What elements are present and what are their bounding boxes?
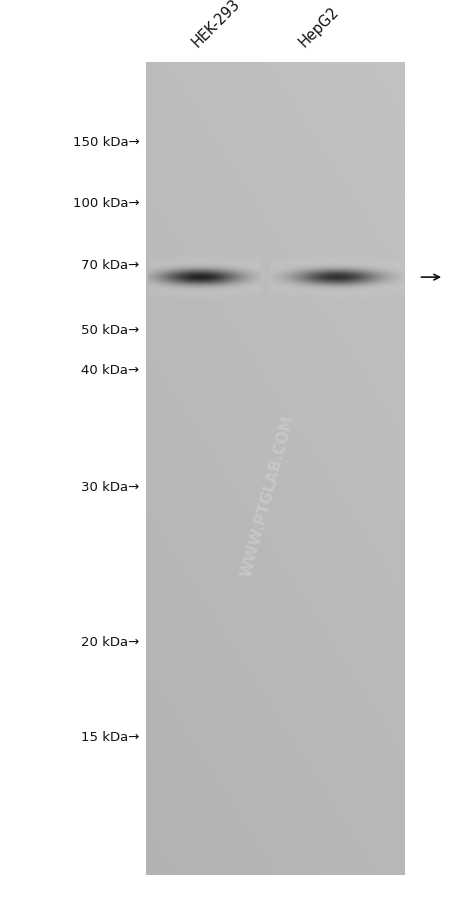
Text: 30 kDa→: 30 kDa→ xyxy=(81,481,140,493)
Text: 100 kDa→: 100 kDa→ xyxy=(73,197,140,209)
Text: 15 kDa→: 15 kDa→ xyxy=(81,731,140,743)
Text: HEK-293: HEK-293 xyxy=(189,0,243,50)
Text: 150 kDa→: 150 kDa→ xyxy=(73,136,140,149)
Text: WWW.PTGLAB.COM: WWW.PTGLAB.COM xyxy=(239,414,296,578)
Text: 40 kDa→: 40 kDa→ xyxy=(81,364,140,376)
Text: HepG2: HepG2 xyxy=(296,4,342,50)
Text: 70 kDa→: 70 kDa→ xyxy=(81,259,140,272)
Text: 50 kDa→: 50 kDa→ xyxy=(81,324,140,336)
Text: 20 kDa→: 20 kDa→ xyxy=(81,636,140,649)
